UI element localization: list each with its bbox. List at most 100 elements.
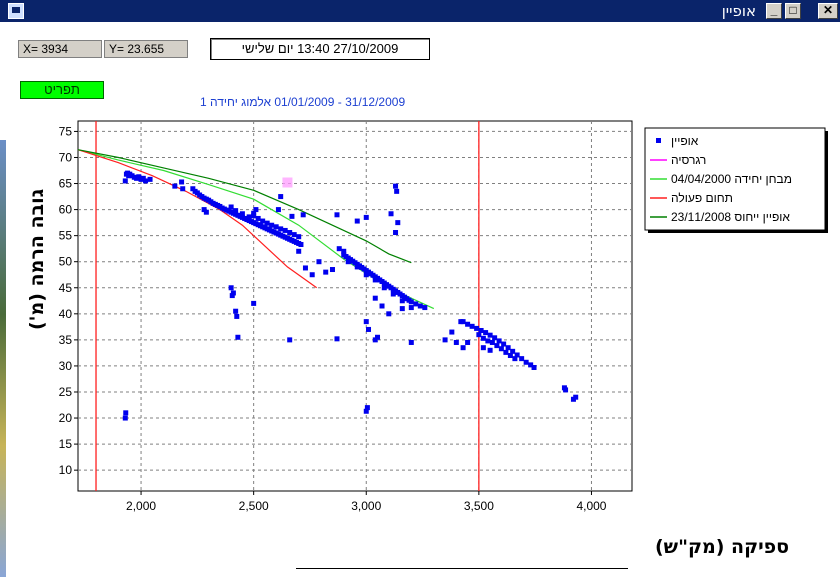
data-point — [172, 183, 178, 189]
legend-label: אופיין — [671, 134, 699, 148]
x-tick-label: 2,500 — [239, 499, 269, 513]
y-tick-label: 35 — [59, 333, 73, 347]
data-point — [230, 290, 236, 296]
data-point — [372, 295, 378, 301]
y-tick-label: 25 — [59, 385, 73, 399]
legend-marker — [656, 138, 661, 143]
data-point — [514, 352, 520, 358]
x-tick-label: 2,000 — [126, 499, 156, 513]
data-point — [251, 210, 257, 216]
y-readout: Y= 23.655 — [104, 40, 188, 58]
data-point — [408, 339, 414, 345]
data-point — [354, 264, 360, 270]
data-point — [302, 265, 308, 271]
data-point — [563, 387, 569, 393]
data-point — [494, 343, 500, 349]
data-point — [229, 293, 235, 299]
data-point — [379, 303, 385, 309]
data-point — [291, 232, 297, 238]
data-point — [519, 356, 525, 362]
data-point — [480, 345, 486, 351]
data-point — [393, 183, 399, 189]
menu-button[interactable]: תפריט — [20, 81, 104, 99]
y-tick-label: 65 — [59, 177, 73, 191]
data-point — [395, 220, 401, 226]
data-point — [203, 209, 209, 215]
x-tick-label: 4,000 — [576, 499, 606, 513]
data-point — [282, 227, 288, 233]
data-point — [260, 218, 266, 224]
app-icon[interactable] — [8, 3, 24, 19]
legend-box — [644, 127, 826, 231]
y-tick-label: 60 — [59, 203, 73, 217]
data-point — [264, 220, 270, 226]
data-point — [246, 214, 252, 220]
data-point — [474, 325, 480, 331]
data-point — [323, 269, 329, 275]
y-tick-label: 20 — [59, 411, 73, 425]
data-point — [354, 218, 360, 224]
data-point — [363, 272, 369, 278]
data-point — [296, 234, 302, 240]
data-point — [478, 327, 484, 333]
data-point — [393, 230, 399, 236]
data-point — [363, 214, 369, 220]
data-point — [180, 186, 186, 192]
data-point — [528, 362, 534, 368]
data-point — [469, 323, 475, 329]
data-point — [190, 186, 196, 192]
data-point — [334, 212, 340, 218]
data-point — [498, 346, 504, 352]
data-point — [465, 339, 471, 345]
data-point — [507, 353, 513, 359]
data-point — [487, 332, 493, 338]
data-point — [278, 194, 284, 200]
data-point — [140, 175, 146, 181]
data-point — [287, 230, 293, 236]
close-button[interactable]: ✕ — [818, 3, 838, 19]
data-point — [123, 410, 129, 416]
data-point — [363, 408, 369, 414]
data-point — [399, 306, 405, 312]
data-point — [480, 335, 486, 341]
data-point — [228, 285, 234, 291]
data-point — [296, 248, 302, 254]
data-point — [399, 298, 405, 304]
data-point — [278, 226, 284, 232]
y-tick-label: 15 — [59, 437, 73, 451]
divider — [296, 568, 628, 569]
data-point — [449, 329, 455, 335]
data-point — [422, 305, 428, 311]
x-axis-label: ספיקה (מק"ש) — [655, 536, 790, 558]
datetime-display: 27/10/2009 13:40 יום שלישי — [210, 38, 430, 60]
data-point — [298, 242, 304, 248]
data-point — [372, 337, 378, 343]
legend-label: תחום פעולה — [671, 191, 733, 205]
legend-label: מבחן יחידה 04/04/2000 — [671, 172, 792, 186]
y-tick-label: 40 — [59, 307, 73, 321]
data-point — [510, 348, 516, 354]
data-point — [336, 246, 342, 252]
data-point — [505, 345, 511, 351]
data-point — [273, 224, 279, 230]
data-point — [233, 308, 239, 314]
data-point — [255, 215, 261, 221]
data-point — [496, 338, 502, 344]
data-point — [316, 259, 322, 265]
data-point — [143, 178, 149, 184]
data-point — [329, 267, 335, 273]
window-title: אופיין — [721, 2, 756, 20]
data-point — [233, 208, 239, 214]
data-point — [375, 334, 381, 340]
data-point — [289, 213, 295, 219]
minimize-button[interactable]: _ — [766, 3, 782, 19]
data-point — [408, 299, 414, 305]
data-point — [390, 291, 396, 297]
x-readout: X= 3934 — [18, 40, 102, 58]
data-point — [453, 339, 459, 345]
data-point — [512, 356, 518, 362]
maximize-button[interactable]: □ — [785, 3, 801, 19]
data-point — [275, 207, 281, 213]
data-point — [235, 334, 241, 340]
